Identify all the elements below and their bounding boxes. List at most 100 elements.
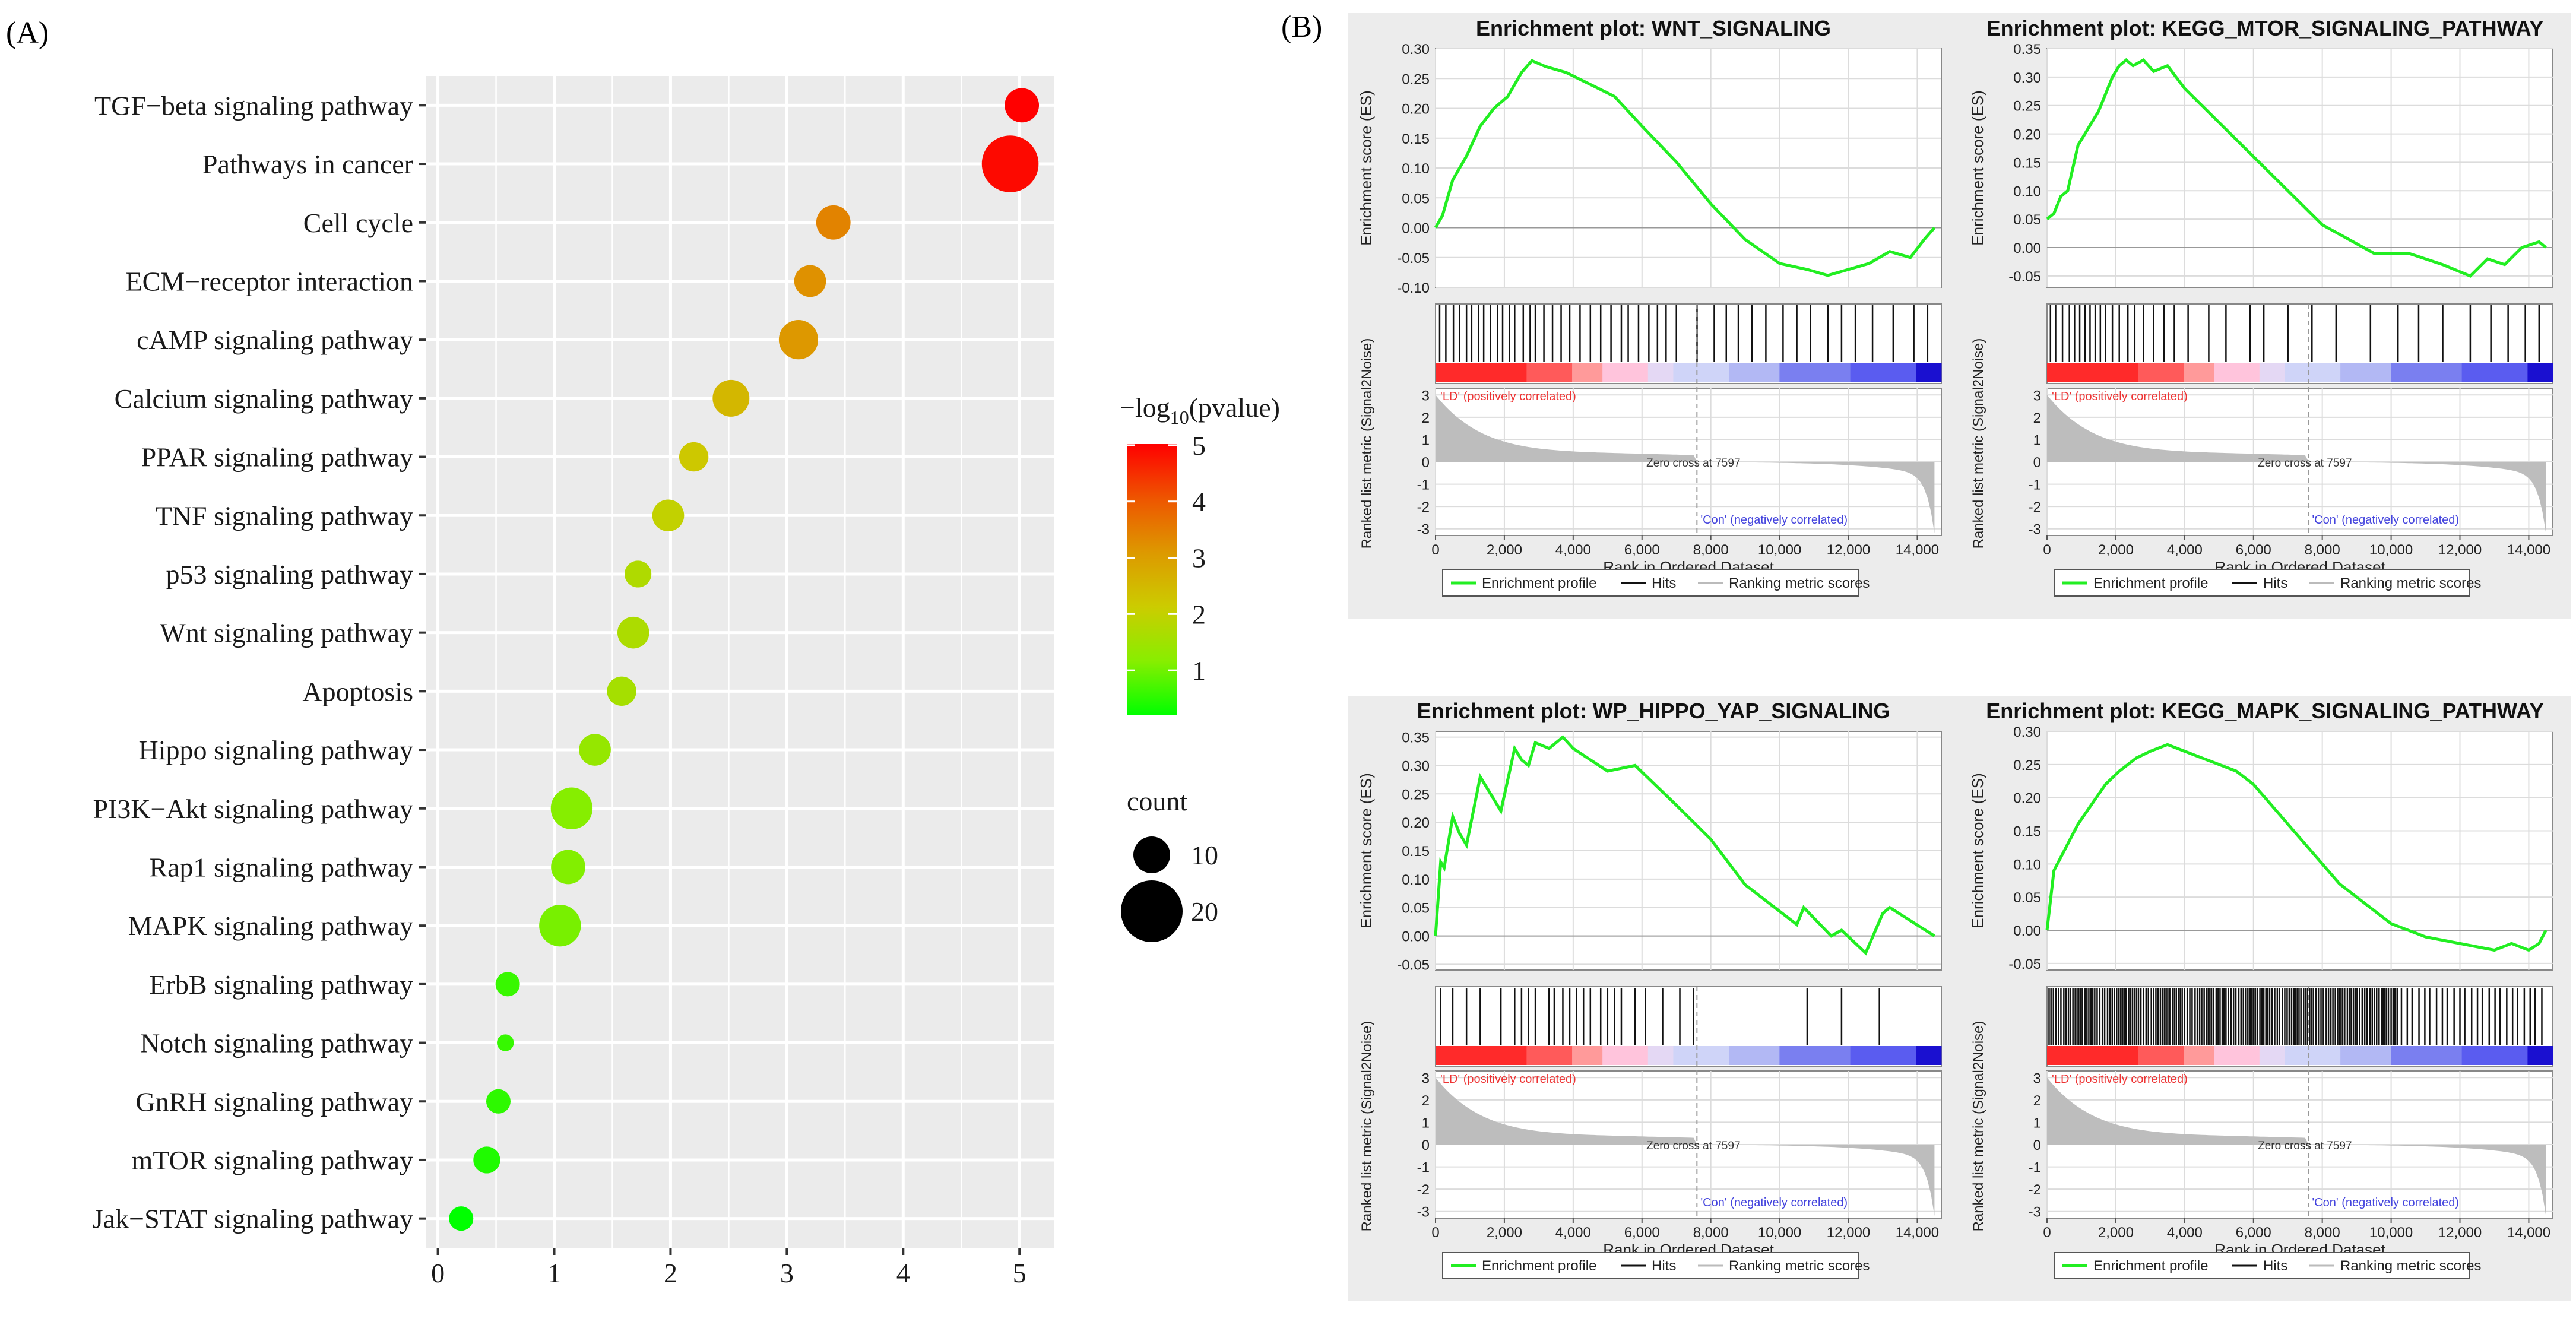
- legend-label: Ranking metric scores: [2340, 575, 2481, 591]
- colorbar-gradient: [1127, 444, 1177, 715]
- es-tick-label: -0.05: [1397, 251, 1430, 267]
- colorbar-title: −log10(pvalue): [1120, 392, 1280, 428]
- es-tick-label: 0.25: [1402, 71, 1430, 87]
- x-tick-label: 6,000: [2236, 1225, 2271, 1241]
- es-tick-label: 0.30: [1402, 42, 1430, 58]
- metric-tick-label: 2: [2033, 1093, 2041, 1109]
- es-tick-label: 0.35: [1402, 730, 1430, 746]
- x-tick-label: 4,000: [2167, 542, 2203, 558]
- rank-band-segment: [2391, 1046, 2463, 1065]
- legend-label: Hits: [1652, 1258, 1676, 1274]
- metric-area-fill: [2047, 395, 2546, 534]
- rank-band-segment: [1526, 363, 1573, 382]
- es-tick-label: -0.05: [2008, 269, 2041, 285]
- es-plot-area: [2046, 48, 2553, 288]
- rank-band-segment: [1916, 1046, 1942, 1065]
- panel-a-label: (A): [6, 16, 49, 50]
- x-tick-label: 8,000: [1693, 1225, 1729, 1241]
- x-tick-label: 6,000: [1624, 1225, 1660, 1241]
- metric-tick-label: 3: [1422, 1070, 1430, 1086]
- metric-tick-label: 1: [2033, 432, 2041, 448]
- category-label: Wnt signaling pathway: [160, 618, 413, 648]
- metric-area-fill: [1436, 1077, 1935, 1216]
- data-point: [816, 205, 851, 240]
- rank-band-segment: [2285, 1046, 2341, 1065]
- category-label: Cell cycle: [303, 208, 413, 238]
- metric-tick-label: 2: [1422, 410, 1430, 426]
- x-tick-label: 1: [547, 1258, 561, 1288]
- negative-label: 'Con' (negatively correlated): [2312, 1196, 2459, 1209]
- es-curve: [1434, 735, 1935, 956]
- rank-band-segment: [1647, 363, 1674, 382]
- colorbar-tick-label: 1: [1192, 655, 1206, 686]
- gsea-title: Enrichment plot: KEGG_MAPK_SIGNALING_PAT…: [1986, 699, 2543, 723]
- plot-background: [426, 76, 1054, 1248]
- panel-b-gsea-plots: (B) Enrichment plot: WNT_SIGNALING -0.10 -…: [1281, 10, 2571, 1301]
- legend-label: Ranking metric scores: [1729, 575, 1870, 591]
- colorbar-tick-label: 4: [1192, 487, 1206, 517]
- data-point: [495, 972, 520, 997]
- metric-axis-label: Ranked list metric (Signal2Noise): [1970, 338, 1986, 549]
- rank-band-segment: [1436, 363, 1527, 382]
- metric-axis-label: Ranked list metric (Signal2Noise): [1359, 338, 1375, 549]
- es-axis-label: Enrichment score (ES): [1357, 773, 1375, 928]
- metric-tick-label: 0: [2033, 1137, 2041, 1153]
- gsea-plot-hippo: Enrichment plot: WP_HIPPO_YAP_SIGNALING -…: [1348, 696, 1959, 1301]
- rank-band-segment: [1673, 363, 1729, 382]
- metric-area-fill: [1436, 395, 1935, 534]
- rank-band-segment: [1572, 1046, 1603, 1065]
- rank-band-segment: [1850, 1046, 1916, 1065]
- data-point: [624, 560, 652, 588]
- colorbar-tick-label: 2: [1192, 599, 1206, 629]
- rank-band-segment: [2391, 363, 2463, 382]
- x-tick-label: 5: [1013, 1258, 1026, 1288]
- category-label: Apoptosis: [302, 676, 413, 706]
- category-label: PPAR signaling pathway: [141, 442, 413, 473]
- es-tick-label: 0.15: [1402, 131, 1430, 147]
- data-point: [449, 1206, 474, 1231]
- rank-band-segment: [1779, 1046, 1851, 1065]
- es-tick-label: 0.10: [2013, 857, 2041, 873]
- gsea-plot-wnt: Enrichment plot: WNT_SIGNALING -0.10 -0.05…: [1348, 13, 1959, 619]
- es-tick-label: 0.30: [2013, 724, 2041, 740]
- es-tick-label: 0.15: [1402, 844, 1430, 860]
- x-tick-label: 4,000: [1555, 542, 1591, 558]
- es-tick-label: 0.25: [2013, 758, 2041, 774]
- es-tick-label: 0.15: [2013, 155, 2041, 171]
- rank-band-segment: [1779, 363, 1851, 382]
- rank-band-segment: [1673, 1046, 1729, 1065]
- data-point: [551, 850, 585, 885]
- colorbar-tick-label: 3: [1192, 543, 1206, 573]
- size-legend-dot: [1133, 836, 1170, 873]
- size-legend-dot: [1121, 880, 1183, 942]
- x-tick-label: 2,000: [2098, 542, 2134, 558]
- x-tick-label: 2,000: [2098, 1225, 2134, 1241]
- rank-band-segment: [1602, 1046, 1649, 1065]
- rank-band-segment: [1602, 363, 1649, 382]
- es-curve: [2046, 58, 2547, 278]
- category-label: ErbB signaling pathway: [149, 969, 413, 1000]
- es-tick-label: 0.00: [1402, 221, 1430, 237]
- x-tick-label: 8,000: [2305, 542, 2340, 558]
- data-point: [539, 904, 581, 947]
- x-tick-label: 10,000: [1758, 542, 1801, 558]
- negative-label: 'Con' (negatively correlated): [1700, 514, 1848, 527]
- data-point: [679, 442, 709, 472]
- x-tick-label: 2,000: [1487, 542, 1522, 558]
- rank-band-segment: [2461, 363, 2528, 382]
- rank-band-segment: [2047, 363, 2138, 382]
- category-label: Rap1 signaling pathway: [149, 852, 413, 882]
- x-tick-label: 10,000: [1758, 1225, 1801, 1241]
- rank-band-segment: [2138, 1046, 2184, 1065]
- data-point: [712, 379, 750, 417]
- category-label: Pathways in cancer: [202, 149, 413, 179]
- colorbar-tick-label: 5: [1192, 430, 1206, 461]
- zero-cross-label: Zero cross at 7597: [2258, 457, 2352, 470]
- es-tick-label: 0.35: [2013, 42, 2041, 58]
- rank-band-segment: [2214, 363, 2260, 382]
- x-tick-label: 4,000: [1555, 1225, 1591, 1241]
- es-tick-label: 0.30: [2013, 70, 2041, 86]
- rank-band-segment: [2461, 1046, 2528, 1065]
- es-tick-label: 0.25: [2013, 99, 2041, 115]
